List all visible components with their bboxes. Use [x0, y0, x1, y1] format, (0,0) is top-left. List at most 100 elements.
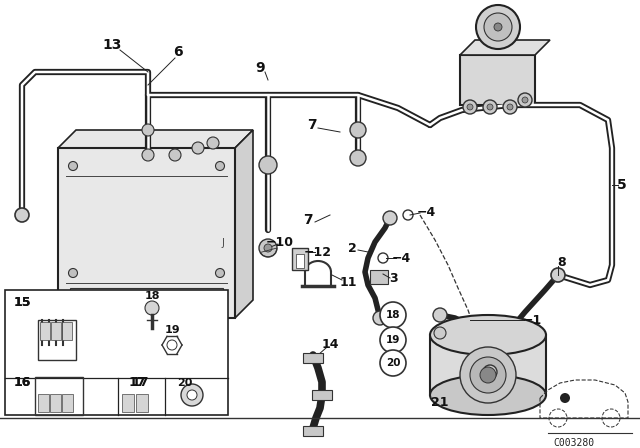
- Bar: [122, 394, 134, 412]
- Text: 20: 20: [386, 358, 400, 368]
- Circle shape: [216, 268, 225, 277]
- Circle shape: [460, 347, 516, 403]
- Circle shape: [167, 340, 177, 350]
- Circle shape: [380, 302, 406, 328]
- Circle shape: [463, 100, 477, 114]
- Text: −4: −4: [392, 251, 411, 264]
- Bar: [430, 335, 546, 395]
- Text: 14: 14: [321, 339, 339, 352]
- Circle shape: [15, 208, 29, 222]
- Text: 3: 3: [388, 271, 397, 284]
- Text: 19: 19: [164, 325, 180, 335]
- Circle shape: [181, 384, 203, 406]
- Circle shape: [403, 210, 413, 220]
- Circle shape: [142, 149, 154, 161]
- Circle shape: [476, 5, 520, 49]
- Polygon shape: [460, 40, 550, 55]
- Circle shape: [522, 97, 528, 103]
- Text: 15: 15: [13, 296, 31, 309]
- Circle shape: [350, 150, 366, 166]
- Circle shape: [467, 104, 473, 110]
- Bar: [50, 394, 61, 412]
- Circle shape: [380, 350, 406, 376]
- Text: 5: 5: [617, 178, 627, 192]
- Text: −4: −4: [417, 206, 436, 219]
- Circle shape: [518, 93, 532, 107]
- Bar: [303, 426, 323, 436]
- Circle shape: [68, 161, 77, 171]
- Circle shape: [216, 161, 225, 171]
- Circle shape: [169, 149, 181, 161]
- Polygon shape: [235, 130, 253, 318]
- Bar: [38, 394, 49, 412]
- Text: 15: 15: [13, 296, 31, 309]
- Bar: [58, 148, 235, 318]
- Text: 9: 9: [255, 61, 265, 75]
- Circle shape: [380, 327, 406, 353]
- Circle shape: [433, 308, 447, 322]
- Bar: [62, 394, 73, 412]
- Circle shape: [487, 104, 493, 110]
- Text: 21: 21: [431, 396, 449, 409]
- Circle shape: [373, 311, 387, 325]
- Text: −10: −10: [266, 236, 294, 249]
- Circle shape: [560, 393, 570, 403]
- Text: 8: 8: [557, 255, 566, 268]
- Circle shape: [503, 100, 517, 114]
- Text: 2: 2: [348, 241, 356, 254]
- Circle shape: [483, 365, 497, 379]
- Ellipse shape: [430, 315, 546, 355]
- Text: 17: 17: [128, 375, 146, 388]
- Text: 7: 7: [307, 118, 317, 132]
- Bar: [35, 377, 83, 415]
- Circle shape: [470, 357, 506, 393]
- Text: −1: −1: [522, 314, 541, 327]
- Text: J: J: [221, 238, 225, 248]
- Text: 16: 16: [13, 375, 31, 388]
- Circle shape: [145, 301, 159, 315]
- Bar: [38, 320, 76, 360]
- Bar: [292, 248, 308, 270]
- Text: 18: 18: [386, 310, 400, 320]
- Bar: [62, 322, 72, 340]
- Text: −12: −12: [304, 246, 332, 258]
- Text: 20: 20: [177, 378, 193, 388]
- Bar: [303, 353, 323, 363]
- Bar: [70, 288, 223, 310]
- Circle shape: [187, 390, 197, 400]
- Circle shape: [68, 268, 77, 277]
- Circle shape: [383, 211, 397, 225]
- Circle shape: [259, 239, 277, 257]
- Polygon shape: [58, 130, 253, 148]
- Bar: [5, 290, 228, 415]
- Bar: [136, 394, 148, 412]
- Polygon shape: [460, 55, 535, 105]
- Ellipse shape: [430, 375, 546, 415]
- Text: 19: 19: [386, 335, 400, 345]
- Text: 6: 6: [173, 45, 183, 59]
- Bar: [40, 322, 50, 340]
- Text: 13: 13: [102, 38, 122, 52]
- Circle shape: [507, 104, 513, 110]
- Circle shape: [207, 137, 219, 149]
- Circle shape: [484, 13, 512, 41]
- Circle shape: [350, 122, 366, 138]
- Circle shape: [192, 142, 204, 154]
- Bar: [296, 254, 304, 268]
- Circle shape: [434, 327, 446, 339]
- Circle shape: [551, 268, 565, 282]
- Circle shape: [264, 244, 272, 252]
- Text: C003280: C003280: [553, 438, 594, 448]
- Text: 16: 16: [13, 375, 31, 388]
- Bar: [51, 322, 61, 340]
- Text: 11: 11: [339, 276, 356, 289]
- Text: 18: 18: [144, 291, 160, 301]
- Circle shape: [259, 156, 277, 174]
- Circle shape: [480, 367, 496, 383]
- Bar: [312, 390, 332, 400]
- Text: 7: 7: [303, 213, 313, 227]
- Circle shape: [494, 23, 502, 31]
- Circle shape: [483, 100, 497, 114]
- Circle shape: [378, 253, 388, 263]
- Circle shape: [142, 124, 154, 136]
